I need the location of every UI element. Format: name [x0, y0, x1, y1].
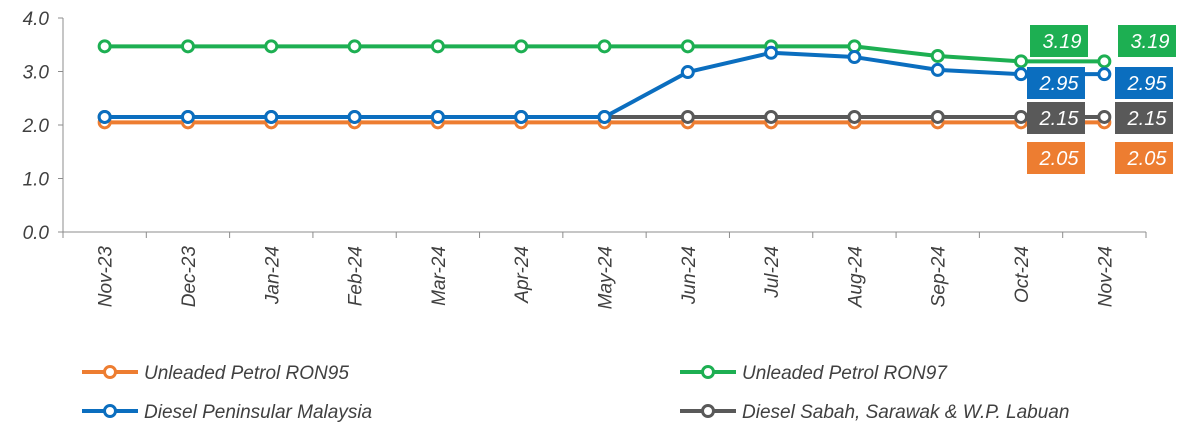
data-point-unleaded-petrol-ron97	[97, 39, 112, 54]
data-point-diesel-peninsular-malaysia	[930, 62, 945, 77]
x-tick-label: Oct-24	[1012, 246, 1033, 303]
data-point-unleaded-petrol-ron97	[1097, 54, 1112, 69]
data-point-diesel-peninsular-malaysia	[1014, 67, 1029, 82]
x-tick-label: Nov-24	[1095, 246, 1116, 307]
y-tick-label: 2.0	[22, 116, 50, 137]
data-point-diesel-peninsular-malaysia	[264, 109, 279, 124]
legend-marker	[701, 365, 715, 379]
x-tick-label: Apr-24	[512, 246, 533, 304]
data-point-diesel-sabah-sarawak-w-p-labuan	[1097, 109, 1112, 124]
data-label: 2.15	[1039, 108, 1080, 130]
data-label-box	[1115, 67, 1173, 99]
x-tick-label: Jun-24	[679, 246, 700, 305]
x-tick-label: Aug-24	[845, 246, 866, 308]
data-point-unleaded-petrol-ron97	[680, 39, 695, 54]
data-label-box	[1030, 25, 1088, 57]
data-label: 2.95	[1039, 73, 1080, 95]
data-label: 3.19	[1043, 31, 1082, 53]
data-label-box	[1027, 67, 1085, 99]
legend-marker	[103, 404, 117, 418]
x-tick-label: Jul-24	[762, 246, 783, 299]
data-point-unleaded-petrol-ron97	[430, 39, 445, 54]
data-label-box	[1027, 142, 1085, 174]
data-point-diesel-peninsular-malaysia	[597, 109, 612, 124]
data-point-diesel-sabah-sarawak-w-p-labuan	[1014, 109, 1029, 124]
legend-marker	[701, 404, 715, 418]
x-tick-label: Jan-24	[262, 246, 283, 305]
data-point-unleaded-petrol-ron97	[347, 39, 362, 54]
data-point-diesel-peninsular-malaysia	[1097, 67, 1112, 82]
axes: 0.0 1.0 2.0 3.0 4.0 Nov-23 Dec-23 Jan-24 Feb-24 M…	[22, 9, 1147, 309]
data-point-diesel-peninsular-malaysia	[180, 109, 195, 124]
y-tick-label: 3.0	[23, 63, 50, 84]
legend-label: Unleaded Petrol RON97	[742, 363, 948, 384]
data-label-box	[1115, 142, 1173, 174]
data-label-box	[1115, 102, 1173, 134]
data-point-diesel-sabah-sarawak-w-p-labuan	[930, 109, 945, 124]
data-point-diesel-peninsular-malaysia	[847, 50, 862, 65]
y-tick-label: 1.0	[23, 170, 50, 191]
legend-label: Unleaded Petrol RON95	[144, 363, 349, 384]
series-lines	[97, 39, 1112, 130]
data-label: 3.19	[1131, 31, 1170, 53]
x-tick-label: Sep-24	[929, 246, 950, 307]
data-point-diesel-peninsular-malaysia	[347, 109, 362, 124]
legend-label: Diesel Sabah, Sarawak & W.P. Labuan	[742, 402, 1069, 423]
x-tick-label: Nov-23	[96, 246, 117, 308]
data-point-unleaded-petrol-ron97	[1014, 54, 1029, 69]
legend-marker	[103, 365, 117, 379]
x-tick-label: May-24	[596, 246, 617, 309]
data-label: 2.95	[1127, 73, 1168, 95]
y-tick-label: 4.0	[23, 9, 50, 30]
data-label: 2.05	[1039, 148, 1080, 170]
x-tick-label: Dec-23	[179, 246, 200, 308]
data-point-diesel-sabah-sarawak-w-p-labuan	[847, 109, 862, 124]
data-point-unleaded-petrol-ron97	[514, 39, 529, 54]
data-point-unleaded-petrol-ron97	[180, 39, 195, 54]
data-label-box	[1118, 25, 1176, 57]
data-label: 2.15	[1127, 108, 1168, 130]
data-point-diesel-peninsular-malaysia	[680, 65, 695, 80]
data-point-diesel-peninsular-malaysia	[430, 109, 445, 124]
data-point-unleaded-petrol-ron97	[264, 39, 279, 54]
data-label-box	[1027, 102, 1085, 134]
data-point-diesel-peninsular-malaysia	[764, 45, 779, 60]
data-label-callouts: 3.19 3.19 2.95 2.95 2.15 2.15 2.05 2.05	[1027, 25, 1176, 174]
data-point-diesel-peninsular-malaysia	[514, 109, 529, 124]
data-point-diesel-sabah-sarawak-w-p-labuan	[764, 109, 779, 124]
x-tick-label: Feb-24	[346, 246, 367, 306]
data-point-diesel-peninsular-malaysia	[97, 109, 112, 124]
series-line-diesel-peninsular-malaysia	[104, 50, 1105, 119]
data-point-unleaded-petrol-ron97	[597, 39, 612, 54]
data-point-diesel-sabah-sarawak-w-p-labuan	[680, 109, 695, 124]
data-label: 2.05	[1127, 148, 1168, 170]
data-point-unleaded-petrol-ron97	[930, 48, 945, 63]
y-tick-label: 0.0	[23, 223, 50, 244]
x-tick-label: Mar-24	[429, 246, 450, 306]
legend-label: Diesel Peninsular Malaysia	[144, 402, 372, 423]
legend: Unleaded Petrol RON95 Unleaded Petrol RON…	[82, 363, 1069, 423]
